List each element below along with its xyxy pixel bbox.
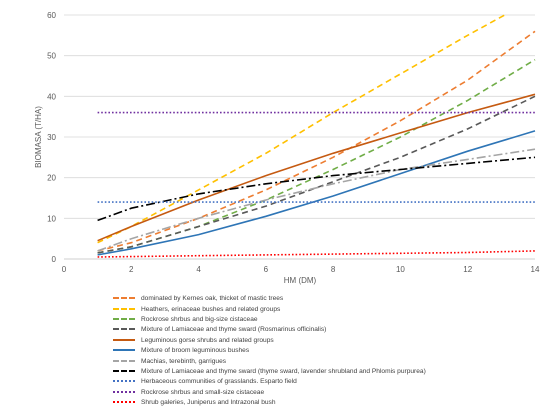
y-tick-label: 40 [47, 92, 56, 101]
legend-item: Machias, terebinth, garrigues [113, 356, 533, 366]
x-axis-ticks: 0 2 4 6 8 10 12 14 [62, 265, 540, 274]
legend-label: Herbaceous communities of grasslands. Es… [141, 378, 297, 386]
series-lines [97, 14, 536, 258]
legend-item: Heathers, erinaceae bushes and related g… [113, 304, 533, 314]
x-axis-title: HM (DM) [284, 276, 317, 285]
legend-swatch [113, 359, 135, 368]
legend-swatch [113, 349, 135, 357]
legend-swatch [113, 317, 135, 326]
series-line-11 [97, 250, 536, 258]
legend-swatch [113, 307, 135, 316]
x-tick-label: 6 [264, 265, 269, 274]
legend-item: Rockrose shrbus and small-size cistaceae [113, 388, 533, 398]
series-line-4 [97, 95, 536, 254]
legend-swatch [113, 328, 135, 336]
legend-item: Herbaceous communities of grasslands. Es… [113, 377, 533, 387]
x-tick-label: 2 [129, 265, 134, 274]
legend-label: Leguminous gorse shrubs and related grou… [141, 336, 274, 344]
series-line-7 [97, 148, 536, 252]
series-line-8 [97, 156, 536, 222]
legend-label: dominated by Kernes oak, thicket of mast… [141, 295, 284, 303]
legend-swatch [113, 297, 135, 305]
x-tick-label: 14 [531, 265, 540, 274]
x-tick-label: 10 [396, 265, 405, 274]
y-tick-label: 20 [47, 174, 56, 183]
y-tick-label: 10 [47, 214, 56, 223]
y-axis-title: BIOMASA (T/HA) [34, 106, 43, 168]
legend-label: Machias, terebinth, garrigues [141, 357, 227, 365]
gridlines [64, 14, 535, 260]
series-line-2 [97, 14, 506, 244]
x-tick-label: 4 [196, 265, 201, 274]
y-tick-label: 30 [47, 133, 56, 142]
legend-item: Mixture of Lamiaceae and thyme sward (th… [113, 367, 533, 377]
legend-item: Rockrose shrbus and big-size cistaceae [113, 315, 533, 325]
legend-label: Shrub galeries, Juniperus and Intrazonal… [141, 399, 276, 407]
x-tick-label: 8 [331, 265, 336, 274]
legend-swatch [113, 338, 135, 347]
legend-item: Leguminous gorse shrubs and related grou… [113, 336, 533, 346]
legend-swatch [113, 390, 135, 399]
legend-label: Mixture of broom leguminous bushes [141, 347, 250, 355]
x-tick-label: 0 [62, 265, 67, 274]
series-line-5 [97, 93, 536, 242]
legend: dominated by Kernes oak, thicket of mast… [113, 294, 533, 408]
legend-item: Mixture of Lamiaceae and thyme sward (Ro… [113, 325, 533, 335]
series-line-6 [97, 130, 536, 256]
series-line-3 [97, 59, 536, 254]
y-axis-ticks: 0 10 20 30 40 50 60 [47, 11, 56, 264]
y-tick-label: 0 [52, 255, 57, 264]
legend-label: Heathers, erinaceae bushes and related g… [141, 305, 281, 313]
legend-label: Mixture of Lamiaceae and thyme sward (Ro… [141, 326, 327, 334]
legend-label: Rockrose shrbus and small-size cistaceae [141, 388, 265, 396]
legend-item: dominated by Kernes oak, thicket of mast… [113, 294, 533, 304]
chart: 0 2 4 6 8 10 12 14 0 10 20 30 40 50 60 HM (DM) BIOMAS… [34, 11, 540, 285]
y-tick-label: 60 [47, 11, 56, 20]
y-tick-label: 50 [47, 52, 56, 61]
legend-label: Rockrose shrbus and big-size cistaceae [141, 315, 258, 323]
legend-swatch [113, 369, 135, 378]
legend-item: Mixture of broom leguminous bushes [113, 346, 533, 356]
x-tick-label: 12 [463, 265, 472, 274]
legend-item: Shrub galeries, Juniperus and Intrazonal… [113, 398, 533, 408]
legend-swatch [113, 401, 135, 409]
legend-label: Mixture of Lamiaceae and thyme sward (th… [141, 367, 426, 375]
legend-swatch [113, 380, 135, 388]
